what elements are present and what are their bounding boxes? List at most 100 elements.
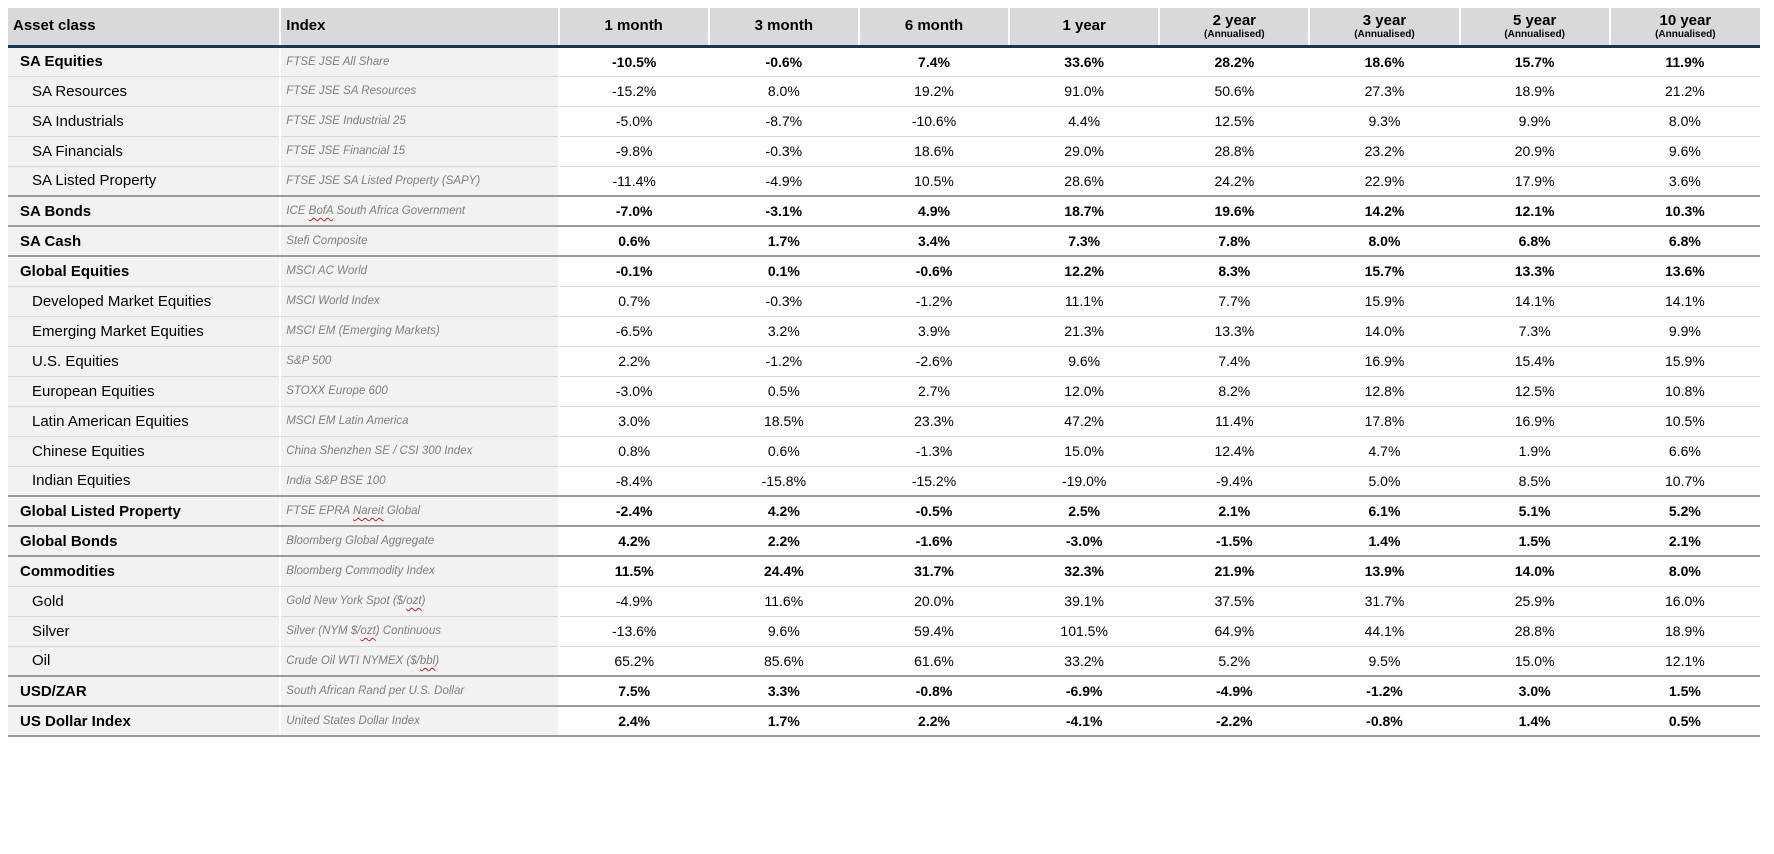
table-row: SA Bonds ICE BofA South Africa Government… <box>8 196 1760 227</box>
return-value-cell: 1.5% <box>1459 526 1610 557</box>
return-value-cell: 1.4% <box>1309 526 1460 557</box>
asset-class-cell: Chinese Equities <box>8 436 282 467</box>
index-name-cell: South African Rand per U.S. Dollar <box>280 676 560 707</box>
return-value-cell: 8.5% <box>1459 466 1610 497</box>
table-row: Emerging Market Equities MSCI EM (Emergin… <box>8 316 1760 347</box>
table-row: Gold Gold New York Spot ($/ozt) -4.9% 11.6%… <box>8 586 1760 617</box>
asset-class-cell: SA Cash <box>8 226 282 257</box>
return-value-cell: 33.2% <box>1009 646 1160 677</box>
asset-class-cell: SA Industrials <box>8 106 282 137</box>
return-value-cell: 18.6% <box>1309 46 1460 77</box>
table-row: SA Equities FTSE JSE All Share -10.5% -0.6%… <box>8 46 1760 77</box>
return-value-cell: -0.3% <box>708 286 859 317</box>
return-value-cell: -6.5% <box>558 316 709 347</box>
spellcheck-squiggle: BofA <box>308 205 334 217</box>
column-header-2-year: 2 year (Annualised) <box>1158 8 1310 48</box>
return-value-cell: 13.6% <box>1609 256 1760 287</box>
asset-class-cell: Global Bonds <box>8 526 282 557</box>
return-value-cell: 14.0% <box>1459 556 1610 587</box>
return-value-cell: -11.4% <box>558 166 709 197</box>
return-value-cell: -3.1% <box>708 196 859 227</box>
return-value-cell: -0.8% <box>858 676 1010 707</box>
return-value-cell: -1.2% <box>708 346 859 377</box>
index-name-cell: S&P 500 <box>280 346 560 377</box>
index-name-cell: ICE BofA South Africa Government <box>280 196 560 227</box>
return-value-cell: 14.1% <box>1459 286 1610 317</box>
return-value-cell: 11.1% <box>1009 286 1160 317</box>
index-name-cell: United States Dollar Index <box>280 706 560 737</box>
asset-class-cell: SA Equities <box>8 46 282 77</box>
return-value-cell: -4.1% <box>1009 706 1160 737</box>
return-value-cell: 39.1% <box>1009 586 1160 617</box>
index-name-cell: STOXX Europe 600 <box>280 376 560 407</box>
return-value-cell: 6.1% <box>1309 496 1460 527</box>
return-value-cell: -19.0% <box>1009 466 1160 497</box>
return-value-cell: 12.2% <box>1009 256 1160 287</box>
return-value-cell: 7.4% <box>1159 346 1310 377</box>
return-value-cell: 16.9% <box>1459 406 1610 437</box>
return-value-cell: 7.3% <box>1009 226 1160 257</box>
return-value-cell: 20.0% <box>858 586 1010 617</box>
column-header-label: 1 month <box>604 17 663 35</box>
return-value-cell: 10.7% <box>1609 466 1760 497</box>
return-value-cell: -5.0% <box>558 106 709 137</box>
return-value-cell: 64.9% <box>1159 616 1310 647</box>
return-value-cell: 3.9% <box>858 316 1010 347</box>
return-value-cell: 12.4% <box>1159 436 1310 467</box>
return-value-cell: 7.8% <box>1159 226 1310 257</box>
return-value-cell: -4.9% <box>708 166 859 197</box>
return-value-cell: 17.8% <box>1309 406 1460 437</box>
return-value-cell: 20.9% <box>1459 136 1610 167</box>
return-value-cell: 0.5% <box>708 376 859 407</box>
return-value-cell: -1.6% <box>858 526 1010 557</box>
table-row: Chinese Equities China Shenzhen SE / CSI … <box>8 436 1760 467</box>
return-value-cell: -15.2% <box>558 76 709 107</box>
asset-class-cell: Commodities <box>8 556 282 587</box>
return-value-cell: 9.6% <box>1609 136 1760 167</box>
return-value-cell: 24.4% <box>708 556 859 587</box>
return-value-cell: 1.7% <box>708 706 859 737</box>
column-header-asset-class: Asset class <box>8 8 281 48</box>
column-header-label: 3 year <box>1362 11 1407 29</box>
return-value-cell: 0.7% <box>558 286 709 317</box>
return-value-cell: 23.2% <box>1309 136 1460 167</box>
return-value-cell: 9.9% <box>1609 316 1760 347</box>
column-header-index: Index <box>279 8 559 48</box>
return-value-cell: 3.4% <box>858 226 1010 257</box>
return-value-cell: 13.3% <box>1459 256 1610 287</box>
return-value-cell: 12.0% <box>1009 376 1160 407</box>
return-value-cell: 1.7% <box>708 226 859 257</box>
column-header-label: 6 month <box>904 17 964 35</box>
return-value-cell: 8.0% <box>708 76 859 107</box>
return-value-cell: 5.1% <box>1459 496 1610 527</box>
return-value-cell: 9.5% <box>1309 646 1460 677</box>
return-value-cell: 28.2% <box>1159 46 1310 77</box>
return-value-cell: 4.4% <box>1009 106 1160 137</box>
return-value-cell: 5.0% <box>1309 466 1460 497</box>
return-value-cell: 4.2% <box>708 496 859 527</box>
index-name-cell: FTSE JSE All Share <box>280 46 560 77</box>
return-value-cell: 24.2% <box>1159 166 1310 197</box>
return-value-cell: 12.5% <box>1159 106 1310 137</box>
index-name-cell: Gold New York Spot ($/ozt) <box>280 586 560 617</box>
return-value-cell: 18.7% <box>1009 196 1160 227</box>
index-name-cell: MSCI EM Latin America <box>280 406 560 437</box>
return-value-cell: -1.5% <box>1159 526 1310 557</box>
return-value-cell: 8.0% <box>1609 106 1760 137</box>
return-value-cell: 28.6% <box>1009 166 1160 197</box>
return-value-cell: 23.3% <box>858 406 1010 437</box>
index-name-cell: Bloomberg Commodity Index <box>280 556 560 587</box>
column-header-6-month: 6 month <box>857 8 1010 48</box>
return-value-cell: -1.3% <box>858 436 1010 467</box>
return-value-cell: 4.2% <box>558 526 709 557</box>
return-value-cell: 10.5% <box>1609 406 1760 437</box>
return-value-cell: 16.0% <box>1609 586 1760 617</box>
asset-class-cell: USD/ZAR <box>8 676 282 707</box>
column-header-3-month: 3 month <box>707 8 859 48</box>
return-value-cell: -0.5% <box>858 496 1010 527</box>
return-value-cell: 18.9% <box>1609 616 1760 647</box>
return-value-cell: 7.5% <box>558 676 709 707</box>
return-value-cell: 25.9% <box>1459 586 1610 617</box>
return-value-cell: -1.2% <box>858 286 1010 317</box>
return-value-cell: 9.3% <box>1309 106 1460 137</box>
